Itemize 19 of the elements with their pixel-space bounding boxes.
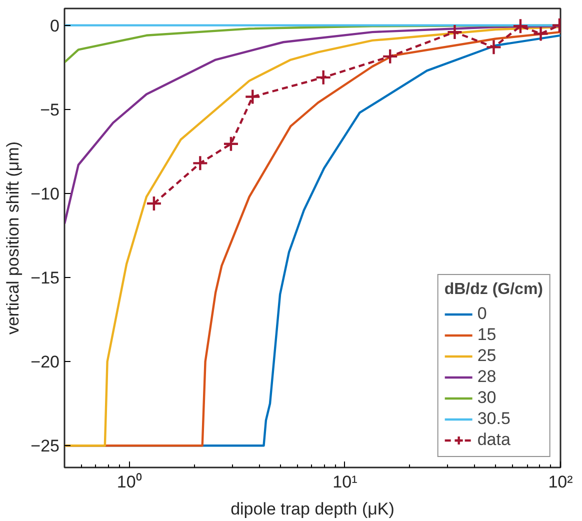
x-tick-label: 10⁰: [116, 472, 142, 492]
y-tick-label: −20: [30, 352, 60, 372]
legend-label: 28: [477, 367, 498, 387]
legend-label: 30.5: [477, 409, 510, 429]
y-tick-label: 0: [50, 16, 60, 36]
y-tick-label: −15: [30, 268, 60, 288]
legend-label: data: [477, 430, 510, 450]
y-axis-title: vertical position shift (μm): [4, 141, 23, 335]
legend-label: 25: [477, 346, 498, 366]
legend-title: dB/dz (G/cm): [444, 281, 543, 299]
legend-label: 30: [477, 388, 498, 408]
x-tick-label: 10¹: [332, 472, 358, 492]
legend-label: 15: [477, 325, 498, 345]
x-axis-title: dipole trap depth (μK): [230, 500, 394, 518]
y-tick-label: −5: [40, 100, 60, 120]
legend-label: 0: [477, 304, 488, 324]
x-tick-label: 10²: [548, 472, 574, 492]
y-tick-label: −10: [30, 184, 60, 204]
y-tick-label: −25: [30, 436, 60, 456]
